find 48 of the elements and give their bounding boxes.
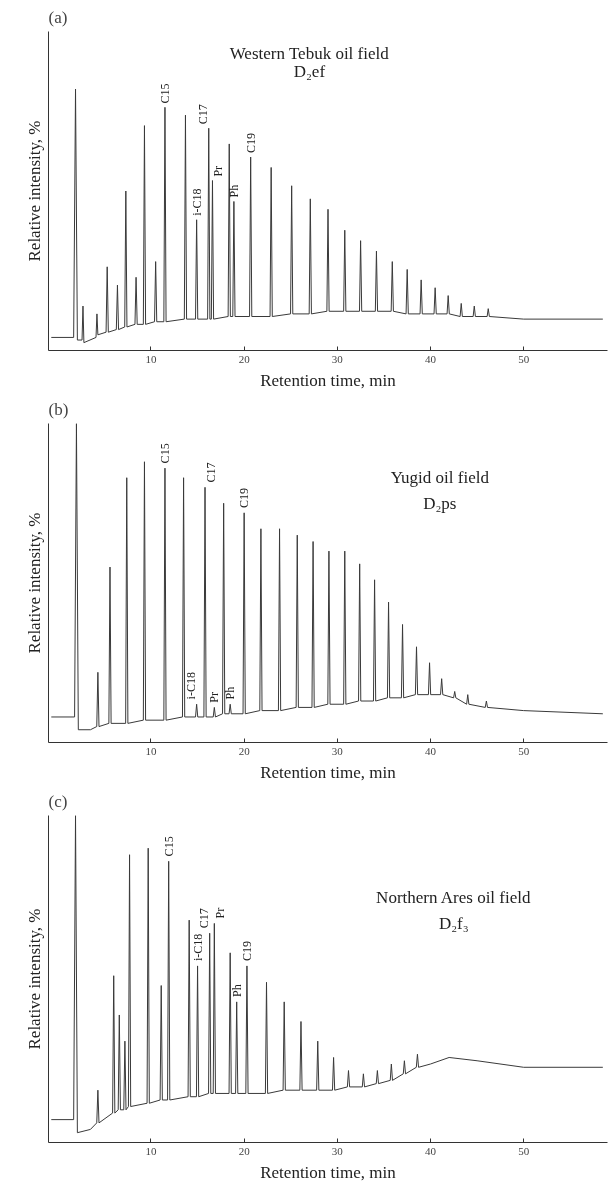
x-tick-label: 20	[238, 744, 251, 757]
x-tick-label: 50	[518, 744, 530, 757]
annotation: Pr	[211, 165, 226, 177]
text: (a)	[48, 7, 68, 27]
text: Northern Ares oil field	[376, 888, 531, 908]
annotation: C15	[157, 83, 172, 104]
text: (b)	[48, 399, 69, 419]
x-tick-label: 40	[424, 1144, 437, 1157]
text: D₂ps	[423, 493, 457, 513]
x-tick-label: 40	[424, 744, 437, 757]
x-tick-label: 10	[145, 744, 157, 757]
annotation: i-C18	[189, 188, 204, 216]
annotation: C15	[157, 443, 172, 464]
x-axis-title: Retention time, min	[260, 762, 397, 782]
annotation: Pr	[213, 907, 228, 919]
x-tick-label: 10	[145, 352, 157, 365]
annotation: i-C18	[190, 933, 205, 962]
annotation: Pr	[207, 691, 222, 703]
annotation: C19	[237, 488, 252, 509]
x-axis-title: Retention time, min	[260, 1162, 397, 1182]
chart-title: Western Tebuk oil field	[229, 43, 390, 63]
x-tick-label: 30	[331, 352, 344, 365]
y-axis-title: Relative intensity, %	[24, 120, 44, 262]
annotation: C17	[196, 908, 211, 929]
annotation: Ph	[229, 984, 244, 997]
x-tick-label: 50	[518, 352, 530, 365]
x-axis-title: Retention time, min	[260, 370, 397, 390]
annotation: C19	[243, 133, 258, 154]
x-tick-label: 20	[238, 352, 251, 365]
x-tick-label: 10	[145, 1144, 157, 1157]
annotation: C17	[204, 462, 219, 483]
chart-subtitle: D₂ef	[293, 62, 326, 82]
x-tick-label: 20	[238, 1144, 251, 1157]
annotation: i-C18	[183, 672, 198, 700]
y-axis-title: Relative intensity, %	[24, 908, 44, 1050]
annotation: C17	[195, 104, 210, 125]
annotation: Ph	[223, 686, 238, 700]
text: (c)	[48, 791, 68, 811]
x-tick-label: 30	[331, 744, 344, 757]
x-tick-label: 40	[424, 352, 437, 365]
annotation: C15	[161, 836, 176, 857]
x-tick-label: 50	[518, 1144, 530, 1157]
x-tick-label: 30	[331, 1144, 344, 1157]
text: D₂f₃	[438, 914, 469, 934]
annotation: C19	[239, 941, 254, 962]
annotation: Ph	[226, 184, 241, 198]
y-axis-title: Relative intensity, %	[24, 512, 44, 654]
text: Yugid oil field	[390, 468, 490, 488]
